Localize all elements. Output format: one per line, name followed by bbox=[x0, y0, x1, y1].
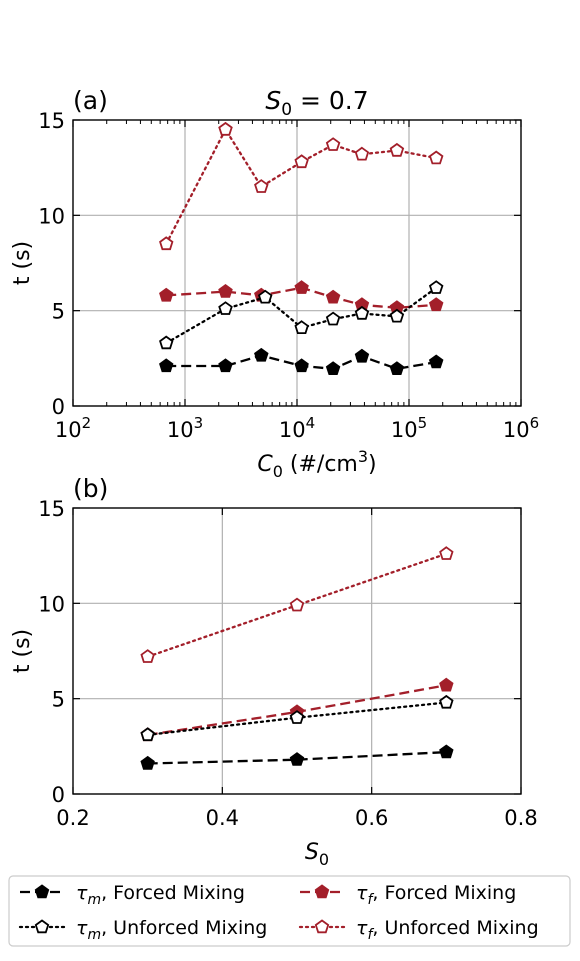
data-point-tau_f_unforced bbox=[140, 649, 155, 663]
y-tick-label: 10 bbox=[38, 592, 65, 616]
data-point-tau_m_forced bbox=[354, 348, 370, 363]
data-point-tau_m_unforced bbox=[289, 710, 305, 724]
series-line-tau_f_unforced bbox=[165, 127, 438, 246]
y-tick-label: 5 bbox=[52, 688, 65, 712]
x-tick-label: 102 bbox=[55, 414, 91, 442]
chart-title: S0 = 0.7 bbox=[265, 86, 368, 120]
series-line-tau_m_forced bbox=[147, 750, 447, 765]
x-axis-label: S0 bbox=[305, 840, 329, 869]
data-point-tau_m_forced bbox=[325, 361, 341, 376]
data-point-tau_m_unforced bbox=[257, 289, 273, 304]
data-point-tau_m_forced bbox=[294, 358, 309, 373]
legend-entry-tau_m_forced: τm, Forced Mixing bbox=[20, 882, 245, 908]
x-tick-label: 103 bbox=[167, 414, 203, 442]
y-tick-label: 15 bbox=[38, 109, 65, 133]
series-group bbox=[140, 546, 454, 770]
data-point-tau_f_unforced bbox=[294, 154, 309, 169]
panel-label: (a) bbox=[73, 86, 108, 115]
y-axis-label: t (s) bbox=[10, 629, 35, 673]
legend-label: τm, Unforced Mixing bbox=[76, 917, 267, 943]
data-point-tau_m_unforced bbox=[439, 694, 454, 709]
x-tick-label: 106 bbox=[503, 414, 539, 442]
legend-entry-tau_f_unforced: τf, Unforced Mixing bbox=[298, 917, 539, 943]
data-point-tau_m_unforced bbox=[428, 280, 444, 294]
data-point-tau_m_unforced bbox=[140, 727, 155, 742]
legend-label: τm, Forced Mixing bbox=[76, 882, 245, 908]
series-group bbox=[159, 121, 444, 376]
x-tick-label: 0.2 bbox=[56, 806, 89, 830]
data-point-tau_f_unforced bbox=[159, 236, 174, 251]
data-point-tau_m_forced bbox=[439, 744, 454, 759]
legend-entry-tau_m_unforced: τm, Unforced Mixing bbox=[18, 917, 267, 943]
data-point-tau_f_unforced bbox=[254, 179, 269, 193]
panel-b: 0.2 0.4 0.6 0.8 0 5 10 15 (b) S0 t (s) bbox=[10, 474, 538, 869]
legend-marker bbox=[34, 919, 50, 934]
x-tick-label: 0.4 bbox=[206, 806, 239, 830]
x-tick-label: 0.6 bbox=[355, 806, 388, 830]
data-point-tau_m_unforced bbox=[218, 301, 233, 315]
data-point-tau_f_unforced bbox=[325, 137, 341, 151]
legend: τm, Forced Mixing τf, Forced Mixing τm, Un… bbox=[8, 875, 571, 947]
x-tick-label: 0.8 bbox=[504, 806, 537, 830]
ticks bbox=[72, 507, 522, 795]
data-point-tau_f_forced bbox=[218, 283, 233, 298]
data-point-tau_f_unforced bbox=[354, 146, 370, 161]
data-point-tau_m_unforced bbox=[389, 308, 405, 323]
legend-entry-tau_f_forced: τf, Forced Mixing bbox=[300, 882, 516, 908]
x-tick-label: 104 bbox=[279, 414, 315, 442]
data-point-tau_m_unforced bbox=[294, 320, 309, 335]
panel-a: 102 103 104 105 106 0 5 10 15 (a) S0 = 0.7 C0 (#/cm… bbox=[10, 86, 539, 481]
data-point-tau_m_unforced bbox=[325, 311, 341, 326]
data-point-tau_m_forced bbox=[159, 358, 174, 373]
y-tick-label: 10 bbox=[38, 204, 65, 228]
data-point-tau_f_unforced bbox=[218, 121, 233, 136]
data-point-tau_f_forced bbox=[325, 289, 341, 304]
data-point-tau_m_forced bbox=[140, 755, 155, 770]
data-point-tau_f_unforced bbox=[389, 142, 405, 157]
gridlines bbox=[73, 508, 521, 794]
y-tick-label: 15 bbox=[38, 497, 65, 521]
data-point-tau_m_forced bbox=[218, 358, 233, 373]
y-tick-label: 0 bbox=[52, 395, 65, 419]
legend-marker bbox=[34, 884, 50, 899]
x-axis-label: C0 (#/cm3) bbox=[257, 447, 376, 481]
y-axis-label: t (s) bbox=[10, 241, 35, 285]
data-point-tau_f_forced bbox=[294, 280, 309, 294]
data-point-tau_m_forced bbox=[254, 347, 269, 362]
x-tick-label: 105 bbox=[391, 414, 427, 442]
legend-label: τf, Unforced Mixing bbox=[356, 917, 539, 943]
data-point-tau_m_unforced bbox=[159, 335, 174, 350]
y-tick-label: 5 bbox=[52, 300, 65, 324]
data-point-tau_f_forced bbox=[159, 287, 174, 302]
data-point-tau_m_forced bbox=[428, 354, 444, 369]
data-point-tau_f_unforced bbox=[289, 597, 305, 612]
legend-marker bbox=[314, 919, 330, 934]
data-point-tau_m_forced bbox=[289, 752, 305, 766]
legend-frame bbox=[8, 875, 571, 947]
gridlines bbox=[73, 120, 521, 406]
data-point-tau_m_forced bbox=[389, 361, 405, 376]
plot-frame bbox=[72, 507, 522, 795]
data-point-tau_f_forced bbox=[439, 677, 454, 692]
data-point-tau_f_unforced bbox=[428, 150, 444, 165]
legend-label: τf, Forced Mixing bbox=[356, 882, 516, 908]
legend-marker bbox=[314, 884, 330, 899]
plot-frame bbox=[72, 119, 522, 407]
y-tick-label: 0 bbox=[52, 783, 65, 807]
data-point-tau_m_unforced bbox=[354, 305, 370, 320]
data-point-tau_f_forced bbox=[428, 297, 444, 312]
data-point-tau_f_unforced bbox=[439, 546, 454, 560]
panel-label: (b) bbox=[73, 474, 108, 503]
